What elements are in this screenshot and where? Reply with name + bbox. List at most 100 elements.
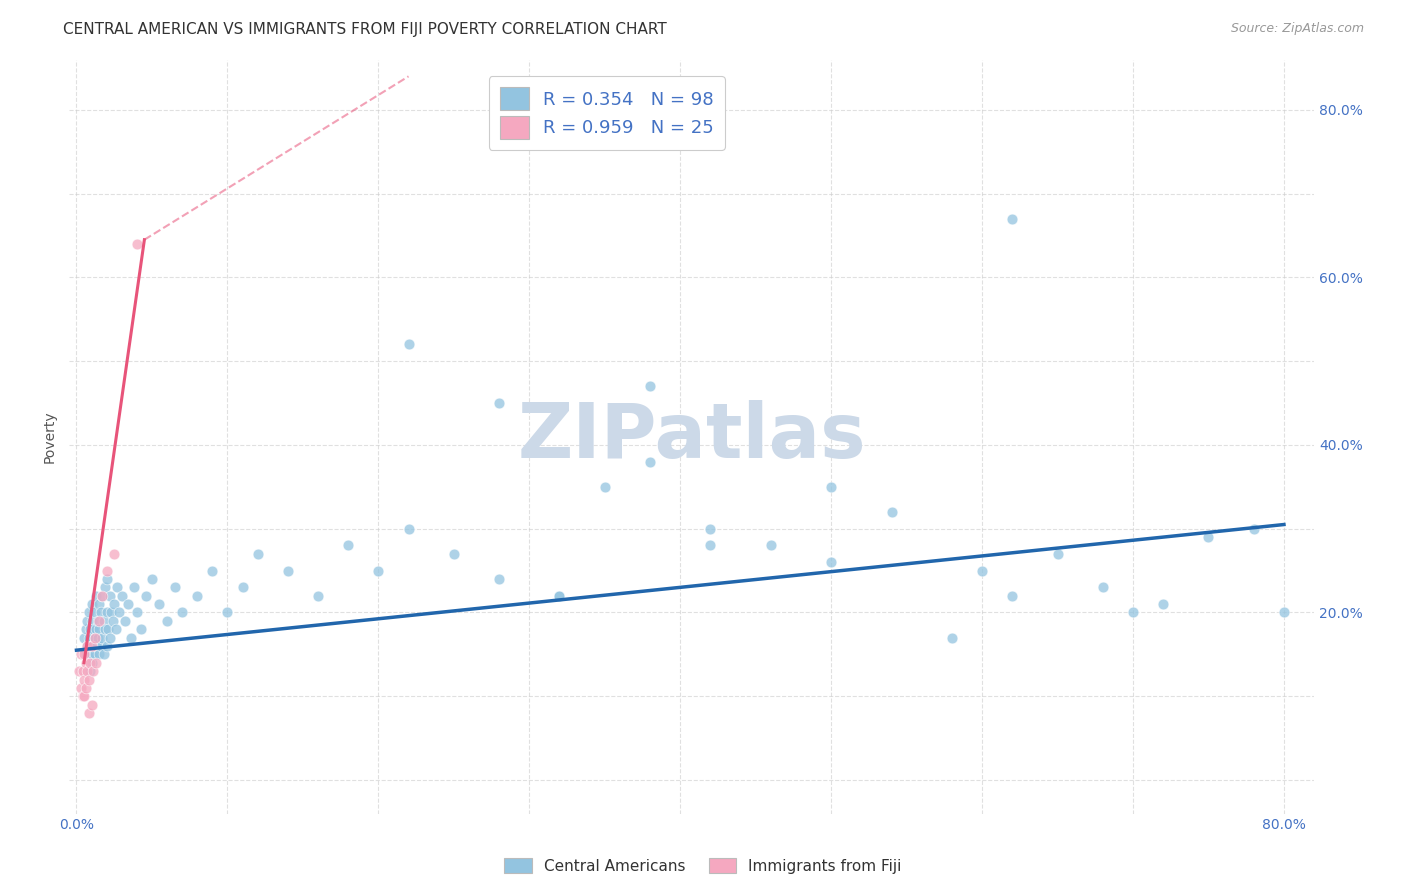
Point [80, 639, 103, 653]
Point [83, 606, 105, 620]
Point [337, 539, 360, 553]
Point [398, 337, 420, 351]
Point [1122, 606, 1144, 620]
Point [77, 648, 100, 662]
Point [307, 589, 329, 603]
Point [111, 589, 134, 603]
Point [114, 614, 136, 628]
Point [941, 631, 963, 645]
Point [120, 631, 142, 645]
Point [135, 589, 157, 603]
Point [1001, 211, 1024, 226]
Point [443, 547, 465, 561]
Point [82, 639, 104, 653]
Point [73, 631, 96, 645]
Point [100, 606, 122, 620]
Text: Source: ZipAtlas.com: Source: ZipAtlas.com [1230, 22, 1364, 36]
Point [87, 622, 110, 636]
Point [1091, 580, 1114, 594]
Y-axis label: Poverty: Poverty [44, 410, 58, 463]
Point [98, 589, 121, 603]
Point [76, 614, 98, 628]
Point [105, 580, 128, 594]
Point [699, 522, 721, 536]
Point [84, 622, 107, 636]
Point [367, 564, 389, 578]
Point [820, 555, 842, 569]
Point [75, 648, 97, 662]
Point [820, 480, 842, 494]
Point [80, 698, 103, 712]
Point [217, 606, 239, 620]
Point [76, 639, 98, 653]
Point [1272, 606, 1295, 620]
Point [87, 597, 110, 611]
Point [103, 597, 125, 611]
Point [638, 379, 661, 393]
Point [80, 648, 103, 662]
Point [141, 572, 163, 586]
Point [880, 505, 903, 519]
Point [72, 690, 94, 704]
Point [80, 597, 103, 611]
Point [186, 589, 208, 603]
Point [82, 622, 104, 636]
Point [90, 639, 112, 653]
Point [80, 656, 103, 670]
Point [77, 606, 100, 620]
Point [246, 547, 269, 561]
Point [131, 622, 153, 636]
Point [107, 606, 129, 620]
Point [759, 539, 782, 553]
Point [91, 589, 114, 603]
Point [84, 656, 107, 670]
Point [488, 572, 510, 586]
Point [98, 631, 121, 645]
Point [87, 648, 110, 662]
Point [148, 597, 170, 611]
Point [79, 639, 101, 653]
Point [96, 572, 118, 586]
Point [84, 639, 107, 653]
Point [96, 564, 118, 578]
Point [970, 564, 993, 578]
Point [94, 622, 117, 636]
Point [83, 631, 105, 645]
Point [122, 580, 145, 594]
Point [79, 622, 101, 636]
Point [101, 614, 124, 628]
Point [77, 706, 100, 720]
Point [84, 589, 107, 603]
Point [72, 664, 94, 678]
Point [80, 631, 103, 645]
Point [1001, 589, 1024, 603]
Point [87, 614, 110, 628]
Point [398, 522, 420, 536]
Point [91, 631, 114, 645]
Point [156, 614, 179, 628]
Point [104, 622, 127, 636]
Point [125, 606, 148, 620]
Legend: R = 0.354   N = 98, R = 0.959   N = 25: R = 0.354 N = 98, R = 0.959 N = 25 [489, 76, 724, 150]
Point [96, 639, 118, 653]
Point [1243, 522, 1265, 536]
Point [93, 648, 115, 662]
Point [277, 564, 299, 578]
Point [79, 664, 101, 678]
Text: ZIPatlas: ZIPatlas [517, 400, 866, 474]
Point [70, 648, 93, 662]
Point [82, 664, 104, 678]
Point [76, 664, 98, 678]
Point [69, 664, 91, 678]
Point [75, 681, 97, 695]
Point [75, 622, 97, 636]
Point [91, 589, 114, 603]
Point [75, 656, 97, 670]
Point [93, 614, 115, 628]
Point [593, 480, 616, 494]
Text: CENTRAL AMERICAN VS IMMIGRANTS FROM FIJI POVERTY CORRELATION CHART: CENTRAL AMERICAN VS IMMIGRANTS FROM FIJI… [63, 22, 666, 37]
Point [548, 589, 571, 603]
Point [201, 564, 224, 578]
Point [125, 236, 148, 251]
Point [97, 622, 120, 636]
